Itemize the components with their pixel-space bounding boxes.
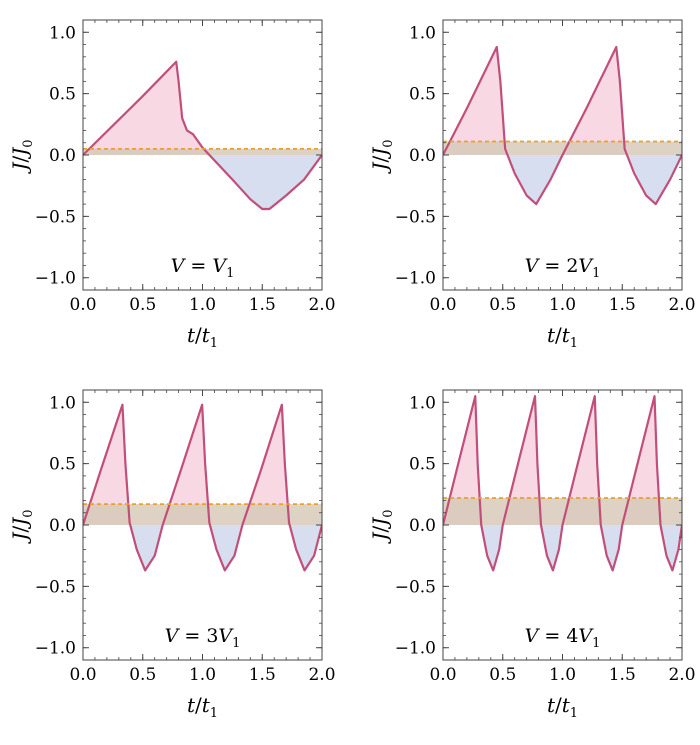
- y-tick-label: −0.5: [35, 207, 76, 227]
- x-tick-label: 0.0: [429, 665, 456, 685]
- x-axis-label: t/t1: [187, 323, 218, 351]
- x-tick-label: 1.5: [249, 295, 276, 315]
- y-tick-label: 0.0: [409, 516, 436, 536]
- current-curve: [83, 403, 322, 572]
- x-tick-label: 0.5: [129, 295, 156, 315]
- x-tick-label: 0.0: [429, 295, 456, 315]
- panel-label: V = V1: [171, 255, 235, 281]
- x-axis-label: t/t1: [187, 693, 218, 721]
- chart-panel-3: 1.0 0.5 0.0 −0.5 −1.0 0.0 0.5 1.0 1.5 2.0 t/t1 J/J0…: [8, 389, 336, 721]
- x-tick-label: 1.0: [189, 295, 216, 315]
- x-tick-label: 2.0: [668, 665, 695, 685]
- x-tick-label: 1.0: [549, 665, 576, 685]
- plot-area: [83, 60, 322, 211]
- x-tick-label: 1.0: [549, 295, 576, 315]
- y-tick-label: 0.0: [49, 146, 76, 166]
- negative-area-fill: [83, 525, 322, 571]
- current-curve: [443, 395, 682, 572]
- x-tick-label: 0.5: [129, 665, 156, 685]
- average-band: [83, 504, 322, 525]
- x-tick-label: 0.0: [69, 295, 96, 315]
- y-tick-label: 0.5: [409, 455, 436, 475]
- current-curve: [443, 45, 682, 206]
- x-tick-label: 2.0: [308, 665, 335, 685]
- chart-panel-2: 1.0 0.5 0.0 −0.5 −1.0 0.0 0.5 1.0 1.5 2.0 t/t1 J/J0…: [368, 19, 696, 351]
- y-tick-label: 0.0: [409, 146, 436, 166]
- x-tick-label: 0.0: [69, 665, 96, 685]
- y-tick-label: 1.0: [409, 393, 436, 413]
- plot-area: [443, 45, 682, 206]
- panel-label: V = 4V1: [525, 625, 601, 651]
- x-axis-label: t/t1: [547, 693, 578, 721]
- average-band: [83, 148, 322, 155]
- y-tick-label: −0.5: [35, 577, 76, 597]
- x-axis-label: t/t1: [547, 323, 578, 351]
- y-tick-label: −1.0: [35, 269, 76, 289]
- panel-label: V = 3V1: [165, 625, 241, 651]
- chart-panel-4: 1.0 0.5 0.0 −0.5 −1.0 0.0 0.5 1.0 1.5 2.0 t/t1 J/J0…: [368, 389, 696, 721]
- current-area-fill: [443, 396, 682, 571]
- x-tick-label: 1.5: [609, 295, 636, 315]
- y-axis-label: J/J0: [368, 509, 396, 544]
- x-tick-label: 0.5: [489, 665, 516, 685]
- y-tick-label: 0.0: [49, 516, 76, 536]
- y-tick-label: −1.0: [395, 639, 436, 659]
- y-axis-label: J/J0: [8, 139, 36, 174]
- plot-area: [443, 395, 682, 572]
- x-tick-label: 2.0: [668, 295, 695, 315]
- y-tick-label: −0.5: [395, 207, 436, 227]
- x-tick-label: 2.0: [308, 295, 335, 315]
- plot-area: [83, 403, 322, 572]
- y-tick-label: 1.0: [49, 23, 76, 43]
- average-band: [443, 141, 682, 155]
- y-tick-label: 0.5: [49, 85, 76, 105]
- y-tick-label: −1.0: [35, 639, 76, 659]
- x-tick-label: 1.5: [609, 665, 636, 685]
- x-tick-label: 0.5: [489, 295, 516, 315]
- x-tick-label: 1.5: [249, 665, 276, 685]
- y-axis-label: J/J0: [368, 139, 396, 174]
- negative-area-fill: [83, 155, 322, 209]
- y-axis-label: J/J0: [8, 509, 36, 544]
- y-tick-label: −0.5: [395, 577, 436, 597]
- current-curve: [83, 60, 322, 211]
- y-tick-label: 1.0: [49, 393, 76, 413]
- negative-area-fill: [443, 525, 682, 571]
- y-tick-label: −1.0: [395, 269, 436, 289]
- y-tick-label: 0.5: [49, 455, 76, 475]
- y-tick-label: 1.0: [409, 23, 436, 43]
- x-tick-label: 1.0: [189, 665, 216, 685]
- chart-panel-1: 1.0 0.5 0.0 −0.5 −1.0 0.0 0.5 1.0 1.5 2.0 t/t1 J/J0…: [8, 19, 336, 351]
- y-tick-label: 0.5: [409, 85, 436, 105]
- panel-label: V = 2V1: [525, 255, 601, 281]
